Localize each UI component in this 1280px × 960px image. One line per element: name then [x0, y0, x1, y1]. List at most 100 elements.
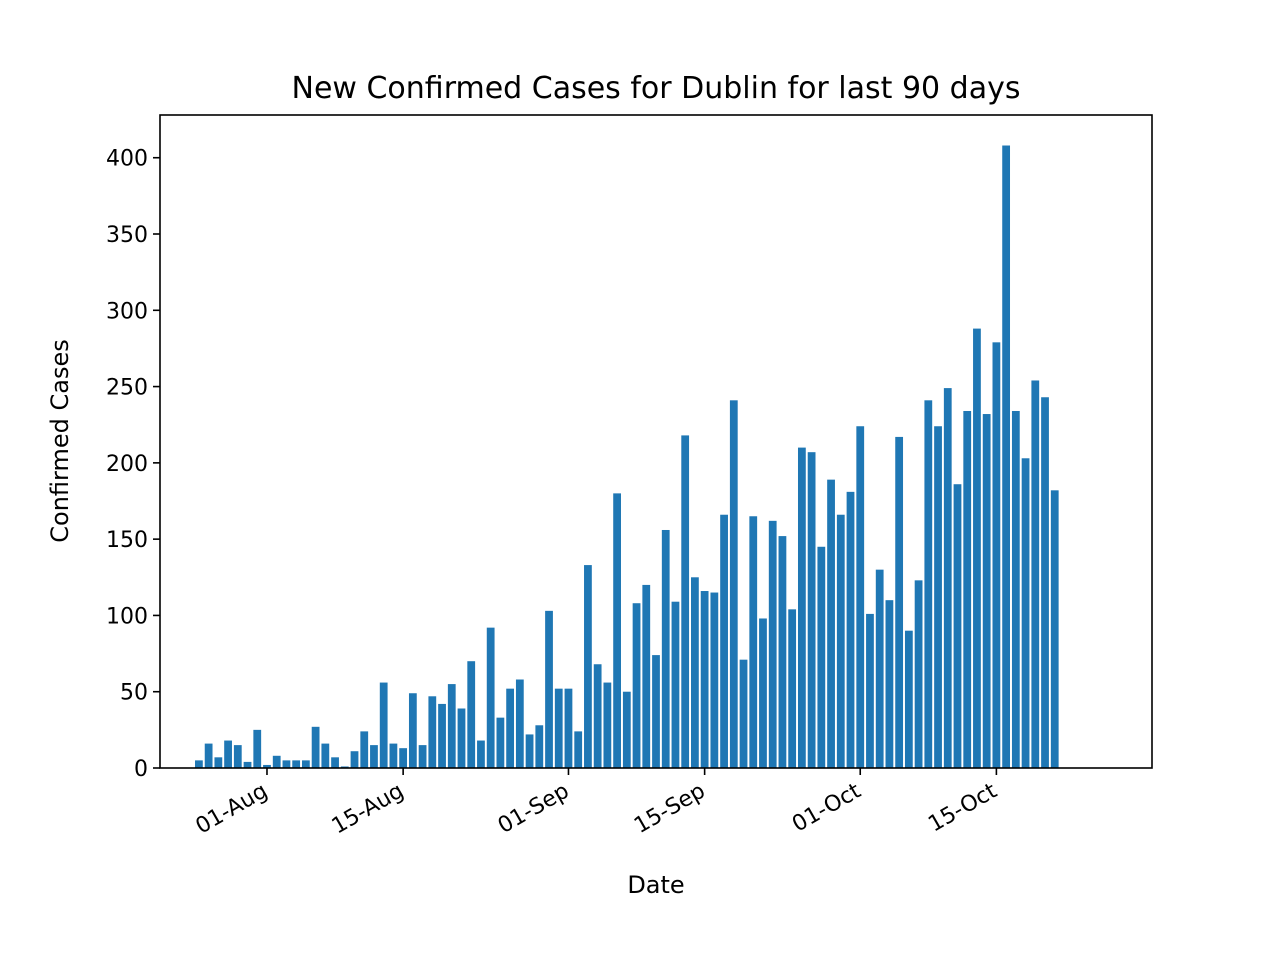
bar	[1041, 397, 1049, 768]
bar	[428, 696, 437, 768]
bar	[195, 760, 203, 768]
bar	[613, 493, 621, 768]
bar	[389, 743, 398, 768]
bar	[214, 757, 223, 768]
bar	[846, 491, 855, 768]
bar	[360, 731, 369, 768]
bar	[1021, 458, 1030, 768]
bar	[584, 565, 592, 768]
bar	[1011, 410, 1020, 768]
bar	[992, 342, 1001, 768]
y-tick-label: 100	[106, 604, 148, 629]
bar	[875, 569, 884, 768]
bar	[457, 708, 466, 768]
bar	[447, 684, 456, 768]
y-axis-label: Confirmed Cases	[46, 339, 74, 542]
bar	[301, 760, 310, 768]
bar	[438, 703, 446, 768]
bar	[914, 580, 923, 768]
y-tick-label: 50	[120, 681, 148, 706]
y-tick-label: 150	[106, 528, 148, 553]
bar	[282, 760, 291, 768]
bar	[370, 745, 378, 768]
bar	[759, 618, 767, 768]
bar	[1031, 380, 1040, 768]
bar	[515, 679, 524, 768]
bar	[331, 757, 339, 768]
bar	[263, 764, 271, 768]
y-tick-label: 200	[106, 452, 148, 477]
bar	[379, 682, 388, 768]
bar	[574, 731, 583, 768]
bar	[593, 664, 602, 768]
bar	[1002, 145, 1011, 768]
bar	[350, 751, 359, 768]
bar	[622, 691, 631, 768]
y-tick-label: 400	[106, 147, 148, 172]
bar	[866, 613, 874, 768]
bar	[243, 761, 252, 768]
y-tick-label: 300	[106, 299, 148, 324]
bar	[768, 520, 777, 768]
bar	[778, 536, 787, 768]
bar	[603, 682, 612, 768]
bar	[204, 743, 213, 768]
bar	[700, 591, 709, 768]
bar	[253, 729, 262, 768]
bar	[564, 688, 573, 768]
bar	[982, 414, 991, 768]
x-axis: 01-Aug 15-Aug 01-Sep 15-Sep 01-Oct 15-Oct	[192, 768, 1002, 839]
bar	[827, 479, 835, 768]
bar	[545, 610, 553, 768]
bar	[720, 514, 728, 768]
bar	[535, 725, 544, 768]
bar	[486, 627, 495, 768]
bar	[797, 447, 806, 768]
bar	[729, 400, 738, 768]
bar	[836, 514, 845, 768]
bar	[496, 717, 505, 768]
bar	[321, 743, 330, 768]
x-tick-label: 15-Aug	[328, 779, 408, 840]
bar	[525, 734, 534, 768]
bar	[691, 577, 699, 768]
bar	[477, 740, 485, 768]
bar	[632, 603, 641, 768]
y-tick-label: 250	[106, 376, 148, 401]
bar	[895, 436, 904, 768]
bar	[408, 693, 417, 768]
x-tick-label: 01-Oct	[788, 778, 865, 837]
bar	[292, 760, 301, 768]
bar	[671, 601, 680, 768]
bar	[272, 755, 281, 768]
bar	[233, 745, 242, 768]
bar	[963, 410, 972, 768]
bar	[467, 661, 476, 768]
x-axis-label: Date	[627, 871, 684, 899]
bar	[399, 748, 408, 768]
bar	[224, 740, 232, 768]
bar	[642, 584, 651, 768]
bar	[953, 484, 962, 768]
bar	[710, 592, 719, 768]
bar	[311, 726, 320, 768]
bar	[817, 546, 826, 768]
bar	[652, 655, 660, 768]
bar	[1050, 490, 1059, 768]
y-tick-label: 0	[134, 757, 148, 782]
x-tick-label: 01-Aug	[192, 779, 272, 840]
bar	[807, 452, 816, 768]
x-tick-label: 15-Oct	[924, 778, 1001, 837]
bar	[934, 426, 942, 768]
bar	[924, 400, 933, 768]
y-tick-label: 350	[106, 223, 148, 248]
bars-group	[195, 145, 1059, 768]
bar	[418, 745, 427, 768]
bar	[554, 688, 563, 768]
bar	[661, 529, 670, 768]
y-axis: 0 50 100 150 200 250 300 350 400	[106, 147, 160, 782]
x-tick-label: 01-Sep	[494, 779, 574, 839]
bar	[904, 630, 913, 768]
chart-title: New Confirmed Cases for Dublin for last …	[292, 71, 1021, 106]
